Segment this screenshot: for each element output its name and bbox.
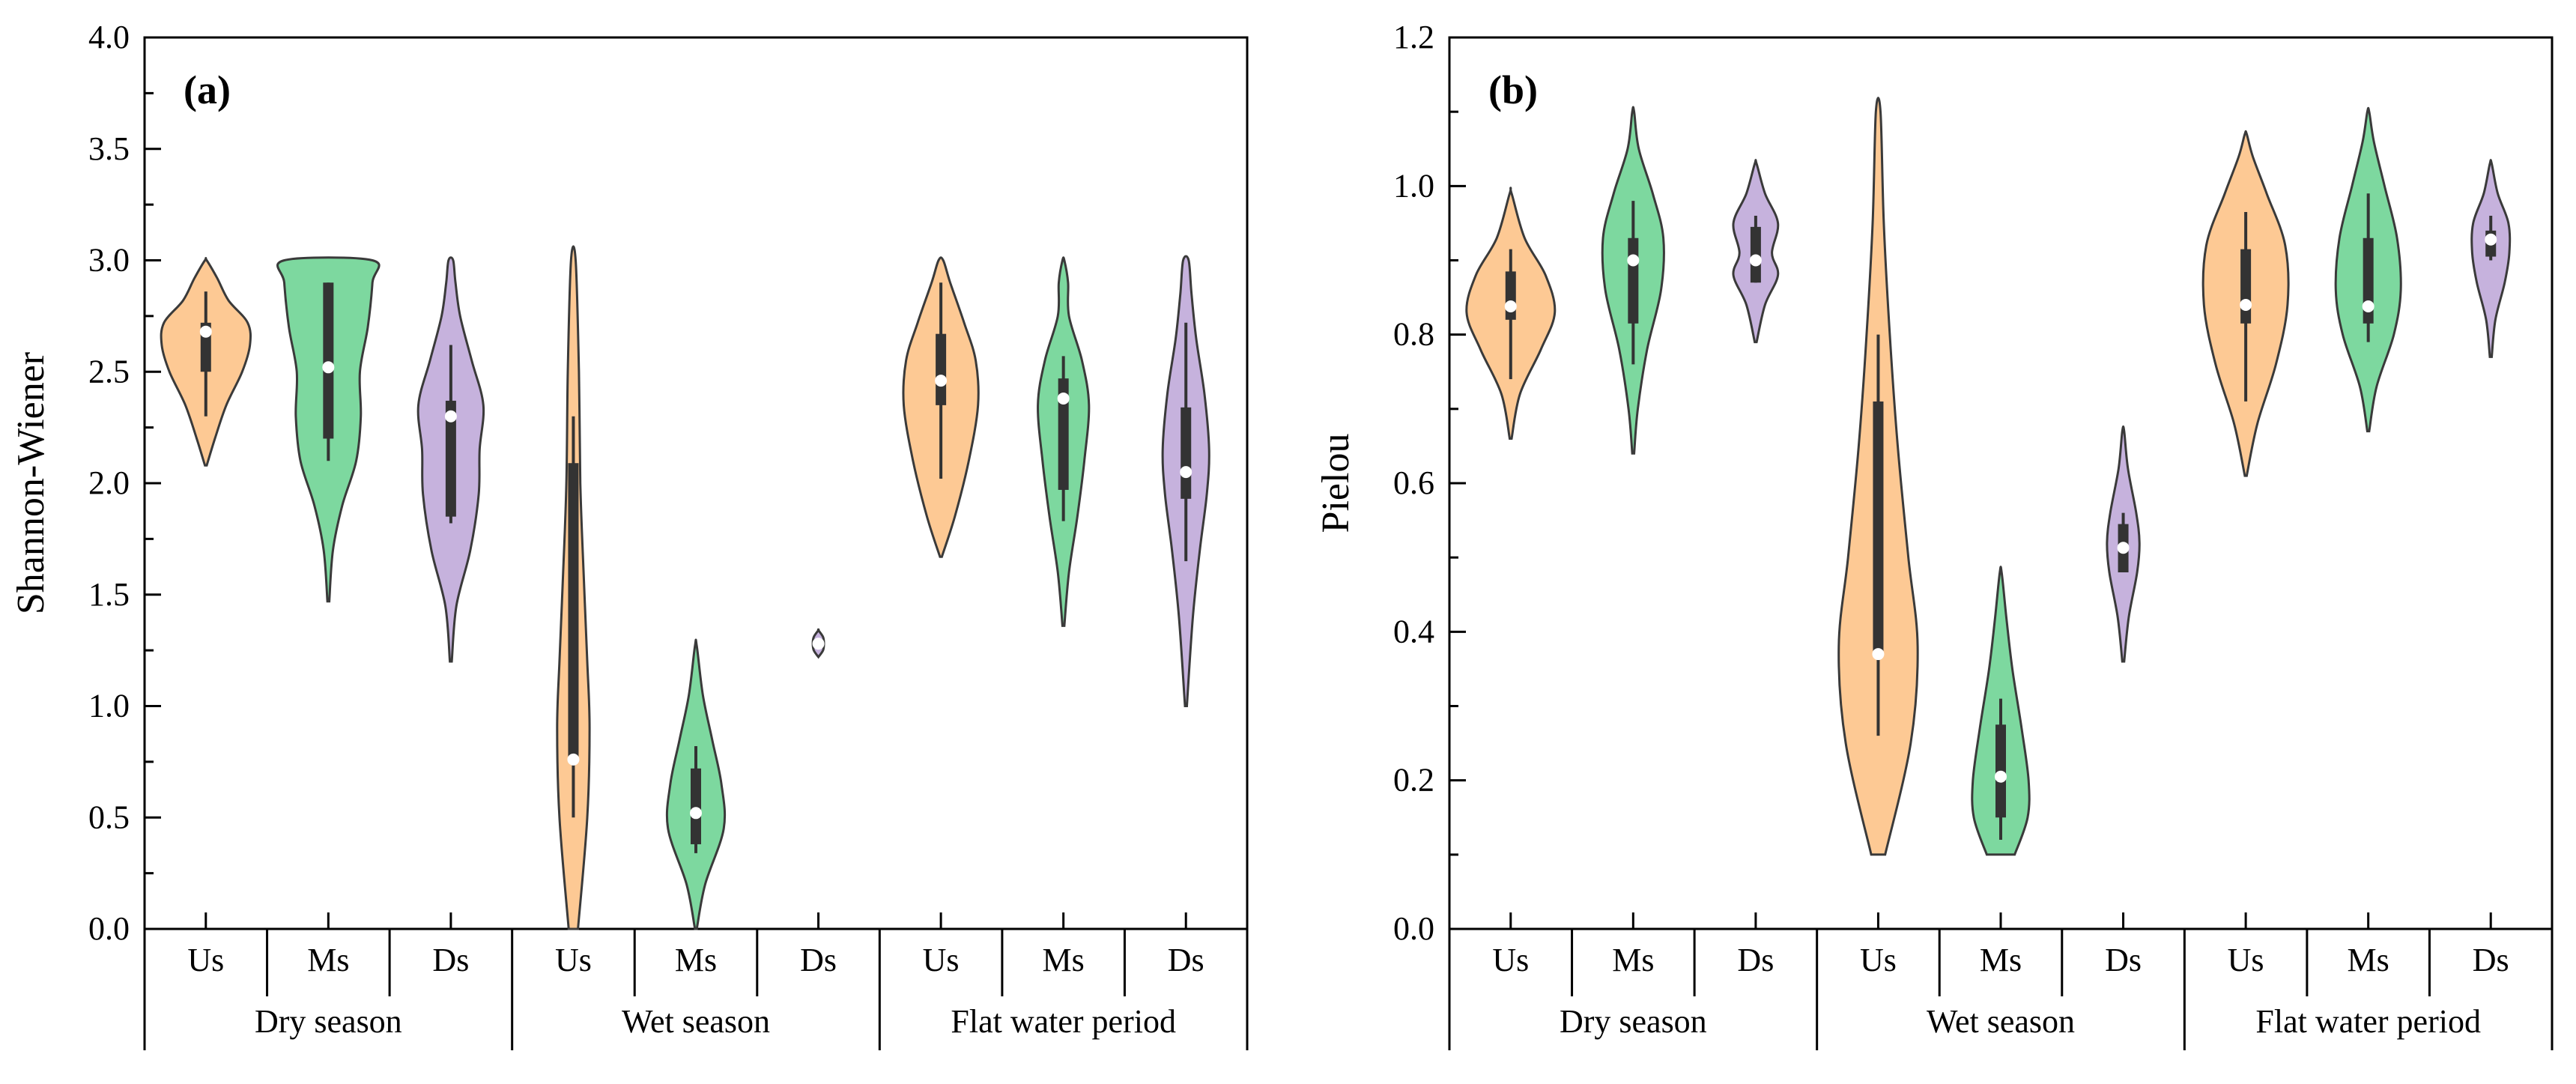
y-tick-label: 0.8	[1393, 316, 1434, 353]
x-group-label: Flat water period	[2255, 1003, 2481, 1040]
y-tick-label: 2.5	[88, 353, 130, 390]
violin-median	[1504, 300, 1517, 312]
x-group-label: Dry season	[255, 1003, 402, 1040]
x-site-label: Ds	[2105, 942, 2142, 978]
violin-median	[567, 753, 580, 766]
panel-label: (b)	[1488, 67, 1538, 112]
violin-box	[1873, 401, 1884, 655]
violin-box	[445, 400, 456, 517]
violin-box	[1181, 407, 1192, 499]
y-tick-label: 2.0	[88, 464, 130, 501]
y-tick-label: 0.0	[1393, 910, 1434, 947]
y-tick-label: 0.4	[1393, 613, 1434, 650]
y-tick-label: 0.6	[1393, 464, 1434, 501]
violin-median	[2485, 233, 2497, 246]
x-site-label: Us	[1860, 942, 1897, 978]
y-tick-label: 1.2	[1393, 19, 1434, 55]
violin-box	[691, 768, 701, 844]
x-group-label: Wet season	[622, 1003, 770, 1040]
violin-box	[1628, 237, 1639, 324]
violin-box	[323, 282, 334, 439]
violin-median	[1627, 254, 1640, 267]
y-tick-label: 0.0	[88, 910, 130, 947]
x-site-label: Ms	[1043, 942, 1085, 978]
y-tick-label: 3.5	[88, 130, 130, 167]
violin-median	[322, 361, 335, 374]
x-site-label: Ms	[1612, 942, 1654, 978]
x-group-label: Flat water period	[951, 1003, 1176, 1040]
x-group-label: Dry season	[1560, 1003, 1707, 1040]
violin-median	[1057, 392, 1070, 405]
violin-median	[1995, 770, 2007, 783]
violin-box	[2240, 249, 2252, 324]
x-site-label: Us	[187, 942, 224, 978]
violin-median	[199, 325, 212, 338]
violin-box	[1058, 378, 1069, 490]
panel-b: 0.0 0.2 0.4 0.6 0.8 1.0 1.2 Pielou (b) Us Ms Ds Us Ms…	[1315, 19, 2554, 1050]
violin-median	[812, 638, 825, 650]
x-site-label: Us	[923, 942, 960, 978]
y-axis-title: Shannon-Wiener	[10, 352, 52, 614]
x-site-label: Ms	[1980, 942, 2022, 978]
x-site-label: Ms	[675, 942, 717, 978]
y-axis-title: Pielou	[1315, 434, 1357, 533]
violin-median	[1749, 254, 1762, 267]
x-site-label: Us	[1492, 942, 1529, 978]
x-site-label: Ds	[1168, 942, 1204, 978]
x-site-label: Ds	[432, 942, 469, 978]
x-site-label: Us	[2228, 942, 2264, 978]
x-site-label: Ds	[1737, 942, 1774, 978]
y-tick-label: 3.0	[88, 242, 130, 279]
x-site-label: Us	[555, 942, 592, 978]
violin-median	[2362, 300, 2375, 312]
violin-median	[690, 807, 702, 820]
y-tick-label: 0.5	[88, 799, 130, 835]
x-site-label: Ds	[2473, 942, 2509, 978]
y-tick-label: 0.2	[1393, 762, 1434, 799]
violin-median	[2240, 299, 2252, 311]
panel-a: 0.0 0.5 1.0 1.5 2.0 2.5 3.0 3.5 4.0 Shannon-Wiene…	[10, 19, 1249, 1050]
violin-median	[1872, 648, 1885, 661]
x-site-label: Ds	[800, 942, 837, 978]
violin-box	[936, 333, 947, 405]
violin-median	[1180, 466, 1192, 479]
violin-box	[568, 463, 579, 760]
y-tick-label: 1.5	[88, 576, 130, 613]
panel-label: (a)	[184, 67, 231, 112]
y-tick-label: 4.0	[88, 19, 130, 55]
y-tick-label: 1.0	[88, 688, 130, 724]
violin-median	[2117, 542, 2130, 554]
x-site-label: Ms	[2348, 942, 2389, 978]
violin-median	[935, 375, 948, 387]
x-group-label: Wet season	[1927, 1003, 2075, 1040]
violin-box	[1505, 271, 1516, 320]
violin-median	[444, 410, 457, 423]
y-tick-label: 1.0	[1393, 167, 1434, 204]
x-site-label: Ms	[307, 942, 349, 978]
